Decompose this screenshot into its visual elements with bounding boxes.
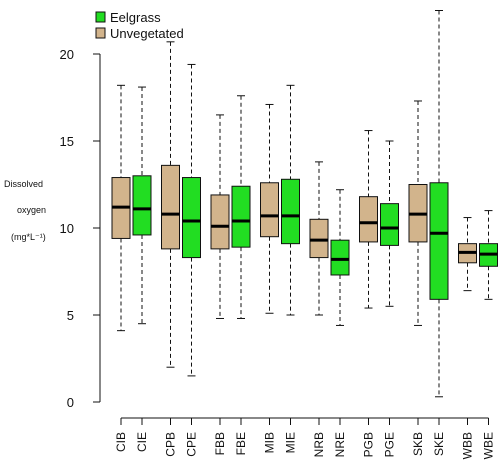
box-skb: [408, 100, 428, 326]
box-fbe: [231, 95, 251, 319]
x-tick-label: PGB: [362, 432, 376, 457]
y-tick-label: 20: [60, 47, 74, 62]
iqr-box: [161, 164, 180, 250]
box-mib: [260, 103, 279, 314]
box-wbe: [479, 210, 498, 300]
box-cpb: [161, 41, 180, 368]
x-tick-label: CPE: [185, 432, 199, 457]
legend-label: Unvegetated: [110, 26, 184, 41]
x-tick-label: FBB: [213, 432, 227, 455]
box-series: [111, 10, 498, 398]
box-cpe: [182, 63, 201, 377]
x-tick-label: CPB: [164, 432, 178, 457]
y-axis: 0 5 10 15 20: [60, 47, 101, 410]
x-tick-label: CIB: [114, 432, 128, 452]
x-tick-label: MIE: [284, 432, 298, 453]
box-pgb: [359, 130, 378, 309]
iqr-box: [260, 182, 279, 238]
legend-label: Eelgrass: [110, 10, 161, 25]
x-tick-label: NRE: [333, 432, 347, 457]
iqr-box: [330, 239, 350, 276]
iqr-box: [429, 182, 449, 300]
y-tick-label: 15: [60, 134, 74, 149]
y-tick-label: 0: [67, 395, 74, 410]
x-tick-label: SKE: [432, 432, 446, 456]
x-axis: CIB CIE CPB CPE FBB FBE MIB MIE NRB NRE PGB PGE SKB S…: [114, 417, 496, 459]
x-tick-label: PGE: [383, 432, 397, 457]
x-tick-label: CIE: [135, 432, 149, 452]
box-cib: [111, 84, 131, 332]
y-tick-label: 5: [67, 308, 74, 323]
box-nrb: [309, 161, 329, 316]
x-tick-label: FBE: [234, 432, 248, 455]
x-tick-label: NRB: [312, 432, 326, 457]
iqr-box: [210, 194, 230, 250]
box-mie: [281, 84, 300, 316]
iqr-box: [380, 203, 399, 246]
y-axis-label-line-3: (mg*L⁻¹): [11, 232, 46, 242]
legend-swatch: [95, 11, 106, 23]
iqr-box: [182, 177, 201, 259]
iqr-box: [132, 175, 152, 236]
y-axis-label-line-1: Dissolved: [4, 179, 44, 189]
x-tick-label: WBB: [461, 432, 475, 459]
box-fbb: [210, 114, 230, 319]
x-tick-label: MIB: [263, 432, 277, 453]
box-ske: [429, 10, 449, 398]
legend-swatch: [95, 27, 106, 39]
iqr-box: [359, 196, 378, 243]
y-axis-label-line-2: oxygen: [17, 205, 47, 215]
box-nre: [330, 189, 350, 326]
x-tick-label: WBE: [482, 432, 496, 459]
x-tick-label: SKB: [411, 432, 425, 456]
y-tick-label: 10: [60, 221, 74, 236]
iqr-box: [309, 218, 329, 259]
box-cie: [132, 86, 152, 325]
box-pge: [380, 140, 399, 307]
box-wbb: [458, 217, 477, 292]
iqr-box: [281, 178, 300, 245]
iqr-box: [231, 185, 251, 248]
